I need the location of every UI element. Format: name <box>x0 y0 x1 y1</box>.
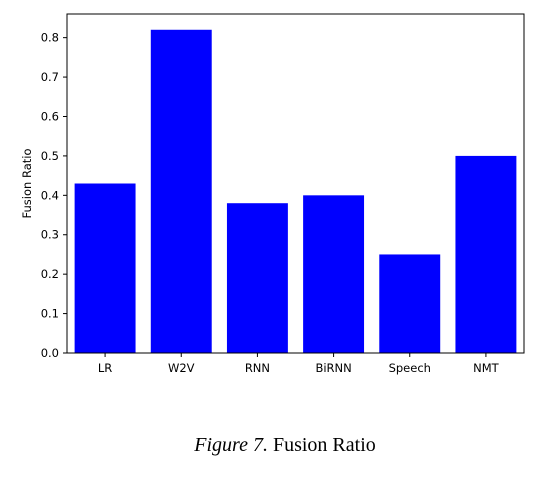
x-axis-ticks: LR W2V RNN BiRNN Speech NMT <box>98 353 500 375</box>
y-tick-label: 0.5 <box>41 149 59 163</box>
x-tick-label: LR <box>98 361 112 375</box>
y-tick-label: 0.4 <box>41 188 59 202</box>
bars-group <box>74 29 517 353</box>
figure-caption: Figure 7. Fusion Ratio <box>0 434 555 457</box>
x-tick-label: Speech <box>389 361 431 375</box>
y-tick-label: 0.1 <box>41 307 59 321</box>
y-tick-label: 0.6 <box>41 109 59 123</box>
bar-speech <box>379 254 441 353</box>
bar-birnn <box>303 195 365 353</box>
y-tick-label: 0.0 <box>41 346 59 360</box>
bar-nmt <box>455 155 517 353</box>
y-axis-ticks: 0.0 0.1 0.2 0.3 0.4 0.5 0.6 0.7 0.8 <box>41 31 67 360</box>
y-tick-label: 0.8 <box>41 31 59 45</box>
x-tick-label: NMT <box>473 361 500 375</box>
caption-text: Fusion Ratio <box>272 434 376 456</box>
figure-number: Figure 7. <box>194 434 268 456</box>
y-tick-label: 0.3 <box>41 228 59 242</box>
bar-lr <box>74 183 136 353</box>
axes-frame <box>66 13 525 354</box>
x-tick-label: W2V <box>168 361 195 375</box>
bar-w2v <box>150 29 212 353</box>
bar-rnn <box>226 203 288 353</box>
y-tick-label: 0.2 <box>41 267 59 281</box>
bar-chart: 0.0 0.1 0.2 0.3 0.4 0.5 0.6 0.7 0.8 LR W2V RNN BiRN… <box>20 13 525 375</box>
y-tick-label: 0.7 <box>41 70 59 84</box>
x-tick-label: BiRNN <box>315 361 351 375</box>
y-axis-label: Fusion Ratio <box>20 149 34 219</box>
x-tick-label: RNN <box>245 361 270 375</box>
